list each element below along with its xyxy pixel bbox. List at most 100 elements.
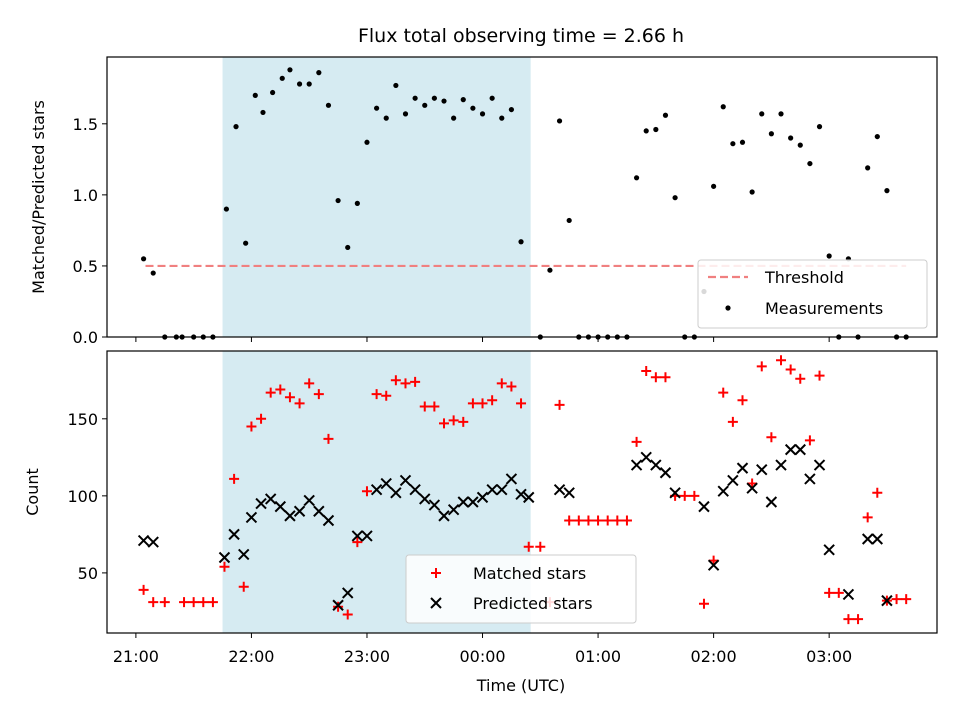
matched-stars-point <box>294 398 305 409</box>
measurement-point <box>460 97 466 103</box>
legend-predicted-swatch <box>430 597 442 609</box>
predicted-stars-point <box>736 462 749 474</box>
predicted-stars-point <box>137 534 150 547</box>
matched-stars-point <box>448 415 459 426</box>
predicted-stars-point <box>147 536 159 548</box>
measurement-point <box>739 139 746 145</box>
predicted-stars-point <box>871 533 884 545</box>
measurement-point <box>422 102 428 108</box>
matched-stars-point <box>148 597 159 608</box>
measurement-point <box>402 111 409 117</box>
measurement-point <box>566 217 572 224</box>
matched-stars-point <box>506 381 517 392</box>
measurement-point <box>489 95 495 101</box>
matched-stars-point <box>679 490 690 501</box>
matched-stars-point <box>718 387 729 398</box>
y-tick-label: 0.0 <box>73 328 98 347</box>
predicted-stars-point <box>486 483 498 496</box>
measurement-point <box>653 126 659 133</box>
predicted-stars-point <box>784 443 797 456</box>
y-tick-label: 1.0 <box>73 186 98 205</box>
predicted-stars-point <box>293 505 306 517</box>
legend-box <box>405 554 637 624</box>
x-tick-label: 21:00 <box>113 647 159 666</box>
predicted-stars-point <box>419 493 431 505</box>
predicted-stars-point <box>563 487 575 499</box>
matched-stars-point <box>410 376 421 387</box>
measurement-point <box>243 240 249 246</box>
predicted-stars-point <box>322 514 335 527</box>
predicted-stars-point <box>218 551 231 564</box>
measurement-point <box>223 206 229 212</box>
legend-box <box>697 259 928 329</box>
matched-stars-point <box>188 597 199 608</box>
measurement-point <box>865 165 871 171</box>
measurement-point <box>508 106 515 113</box>
top-y-axis-label: Matched/Predicted stars <box>29 100 48 294</box>
measurement-point <box>672 195 678 201</box>
predicted-stars-point <box>438 510 450 522</box>
matched-stars-point <box>814 370 825 381</box>
matched-stars-point <box>361 486 372 497</box>
matched-stars-point <box>323 433 334 444</box>
measurement-point <box>260 109 266 116</box>
matched-stars-point <box>439 418 450 429</box>
predicted-stars-point <box>370 483 383 496</box>
matched-stars-point <box>198 597 209 608</box>
predicted-stars-point <box>669 487 681 499</box>
matched-stars-point <box>523 541 534 552</box>
matched-stars-point <box>256 413 267 424</box>
matched-stars-point <box>138 584 149 595</box>
predicted-stars-point <box>650 459 662 471</box>
matched-stars-point <box>275 384 286 395</box>
matched-stars-point <box>554 399 565 410</box>
x-tick-label: 22:00 <box>228 647 274 666</box>
matched-stars-point <box>804 435 815 446</box>
legend-threshold-label: Threshold <box>764 268 844 287</box>
bottom-y-axis-label: Count <box>23 468 42 516</box>
x-tick-label: 01:00 <box>575 647 621 666</box>
matched-stars-point <box>265 387 276 398</box>
matched-stars-point <box>641 366 652 377</box>
matched-stars-point <box>207 597 218 608</box>
matched-stars-point <box>284 392 295 403</box>
predicted-stars-point <box>813 459 826 471</box>
predicted-stars-point <box>794 443 806 456</box>
legend-matched-label: Matched stars <box>473 564 586 583</box>
measurement-point <box>711 183 717 189</box>
predicted-stars-point <box>659 467 672 479</box>
measurement-point <box>431 95 437 101</box>
measurement-point <box>816 124 823 130</box>
matched-stars-point <box>381 390 392 401</box>
predicted-stars-point <box>727 474 739 487</box>
matched-stars-point <box>593 515 604 526</box>
predicted-stars-point <box>447 504 460 516</box>
matched-stars-point <box>159 597 170 608</box>
matched-stars-point <box>304 378 315 389</box>
predicted-stars-point <box>303 494 315 507</box>
matched-stars-point <box>795 373 806 384</box>
measurement-point <box>412 95 418 101</box>
measurement-point <box>730 141 736 147</box>
measurement-point <box>807 160 813 167</box>
matched-stars-point <box>698 598 709 609</box>
x-tick-label: 23:00 <box>344 647 390 666</box>
legend-measurements-label: Measurements <box>765 299 883 318</box>
measurement-point <box>150 270 156 276</box>
measurement-point <box>884 188 890 194</box>
matched-stars-point <box>477 398 488 409</box>
measurement-point <box>393 82 399 89</box>
matched-stars-point <box>650 372 661 383</box>
matched-stars-point <box>660 372 671 383</box>
measurement-point <box>643 128 649 134</box>
matched-stars-point <box>602 515 613 526</box>
measurement-point <box>749 189 755 195</box>
predicted-stars-point <box>467 496 479 508</box>
predicted-stars-point <box>553 483 566 496</box>
matched-stars-point <box>429 401 440 412</box>
legend-measurements-swatch <box>725 305 731 311</box>
predicted-stars-point <box>717 485 729 497</box>
measurement-point <box>296 81 303 87</box>
matched-stars-point <box>229 473 240 484</box>
